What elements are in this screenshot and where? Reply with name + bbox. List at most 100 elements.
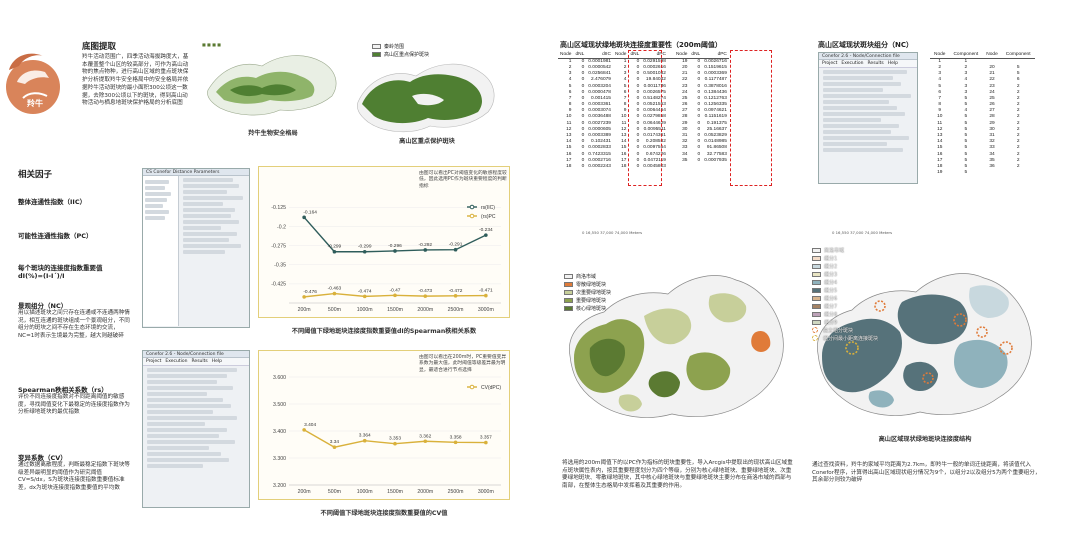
option-row[interactable] (183, 250, 225, 254)
list-item[interactable] (145, 186, 165, 190)
table-cell: 12 (621, 126, 627, 132)
table-cell: 4 (568, 77, 572, 83)
data-point (362, 249, 367, 254)
table-cell: 0 (636, 120, 640, 126)
table-row: 14 0 0.102431 14 0 0.208582 32 0 0.0148985 (558, 139, 729, 145)
table-cell: 2 (568, 64, 572, 70)
input-row[interactable] (147, 428, 227, 432)
table-cell: 5 (1016, 71, 1020, 77)
input-row[interactable] (147, 404, 231, 408)
table-cell: 6 (1016, 77, 1020, 83)
option-row[interactable] (183, 214, 231, 218)
input-row[interactable] (147, 416, 237, 420)
table-cell: 0.0003389 (588, 133, 611, 139)
input-row[interactable] (147, 392, 207, 396)
input-row[interactable] (823, 148, 903, 152)
input-row[interactable] (147, 452, 221, 456)
input-row[interactable] (147, 386, 233, 390)
table-cell: 0.0002833 (588, 145, 611, 151)
option-row[interactable] (183, 178, 233, 182)
legend-swatch (812, 295, 821, 301)
y-tick-label: -0.125 (271, 205, 286, 211)
option-row[interactable] (183, 226, 221, 230)
input-row[interactable] (147, 374, 227, 378)
legend-label: 组分8 (824, 311, 838, 318)
table-row: 19 5 (930, 170, 1035, 176)
list-item[interactable] (145, 216, 165, 220)
menu-project[interactable]: Project (822, 61, 838, 66)
chart1-note: 由图可以看出PC对阈值变化的敏感程度较低，因此选用PC作为斑块重要程度的判断指标 (419, 171, 507, 189)
input-row[interactable] (823, 88, 883, 92)
menu-execution[interactable]: Execution (841, 61, 864, 66)
menu-project[interactable]: Project (146, 359, 162, 364)
table-cell: 0.0256841 (588, 71, 611, 77)
list-item[interactable] (145, 192, 171, 196)
data-point (453, 294, 458, 298)
table-row: 11 0 0.0027239 11 0 0.0644629 29 0 0.191375 (558, 120, 729, 126)
input-row[interactable] (823, 136, 909, 140)
input-row[interactable] (147, 422, 205, 426)
table-cell: 0 (581, 89, 585, 95)
legend-row: 组分8 (812, 310, 878, 318)
option-row[interactable] (183, 202, 223, 206)
list-item[interactable] (145, 210, 169, 214)
input-row[interactable] (823, 112, 905, 116)
menu-help[interactable]: Help (887, 61, 899, 66)
input-row[interactable] (823, 76, 893, 80)
list-item[interactable] (145, 198, 167, 202)
component-table-wrap: Node Component Node Component 1 1 2 2 20 5 3 3 21 5 4… (930, 52, 1035, 176)
data-point (302, 215, 306, 220)
table-cell: 18 (621, 163, 627, 169)
input-row[interactable] (147, 434, 219, 438)
menu-execution[interactable]: Execution (165, 359, 188, 364)
input-row[interactable] (147, 368, 237, 372)
input-row[interactable] (823, 94, 911, 98)
option-row[interactable] (183, 220, 239, 224)
table-row: 7 5 25 2 (930, 95, 1035, 101)
option-row[interactable] (183, 232, 237, 236)
legend-swatch (372, 51, 381, 57)
input-row[interactable] (147, 398, 223, 402)
table-cell: 2 (1016, 120, 1020, 126)
input-row[interactable] (147, 464, 203, 468)
input-row[interactable] (823, 82, 901, 86)
option-row[interactable] (183, 190, 227, 194)
menu-results[interactable]: Results (191, 359, 208, 364)
menu-help[interactable]: Help (211, 359, 223, 364)
legend-row: 组分1 (812, 254, 878, 262)
table-cell: 25.16637 (706, 126, 727, 132)
option-row[interactable] (183, 238, 229, 242)
input-row[interactable] (147, 458, 229, 462)
input-row[interactable] (823, 100, 889, 104)
option-row[interactable] (183, 184, 239, 188)
option-row[interactable] (183, 196, 243, 200)
input-row[interactable] (823, 124, 899, 128)
input-row[interactable] (147, 446, 209, 450)
map4-legend: 商洛市域 组分1 组分2 组分3 组分4 组分5 组分6 组分7 组分8 组分9 独立组分斑块 组分间… (812, 246, 878, 342)
menu-results[interactable]: Results (867, 61, 884, 66)
input-row[interactable] (823, 130, 891, 134)
input-row[interactable] (823, 118, 881, 122)
input-row[interactable] (147, 410, 213, 414)
table-cell: 0.0644629 (643, 120, 666, 126)
input-row[interactable] (147, 440, 235, 444)
table-row: 3 0 0.0256841 3 0 0.5001082 21 0 0.0003369 (558, 71, 729, 77)
list-item[interactable] (145, 204, 163, 208)
input-row[interactable] (823, 142, 887, 146)
option-row[interactable] (183, 244, 241, 248)
table-row: 14 5 32 2 (930, 139, 1035, 145)
table-row: 2 2 20 5 (930, 64, 1035, 70)
list-item[interactable] (145, 180, 169, 184)
option-row[interactable] (183, 208, 235, 212)
data-label: 3.34 (330, 439, 340, 445)
table-cell: 0 (636, 71, 640, 77)
input-row[interactable] (823, 106, 897, 110)
highlight-dIIC-column (628, 50, 662, 186)
conefor-parameters-window[interactable]: CS Conefor Distance Parameters (142, 168, 250, 328)
x-tick-label: 2000m (417, 489, 433, 495)
conefor-main-window[interactable]: Conefor 2.6 - Node/Connection file Proje… (142, 350, 250, 508)
input-row[interactable] (823, 70, 907, 74)
conefor-component-window[interactable]: Conefor 2.6 - Node/Connection file Proje… (818, 52, 918, 184)
input-row[interactable] (147, 380, 217, 384)
rs-line-chart: -0.125 -0.2 -0.275 -0.35 -0.425 200m 500m 1000m… (271, 204, 501, 313)
